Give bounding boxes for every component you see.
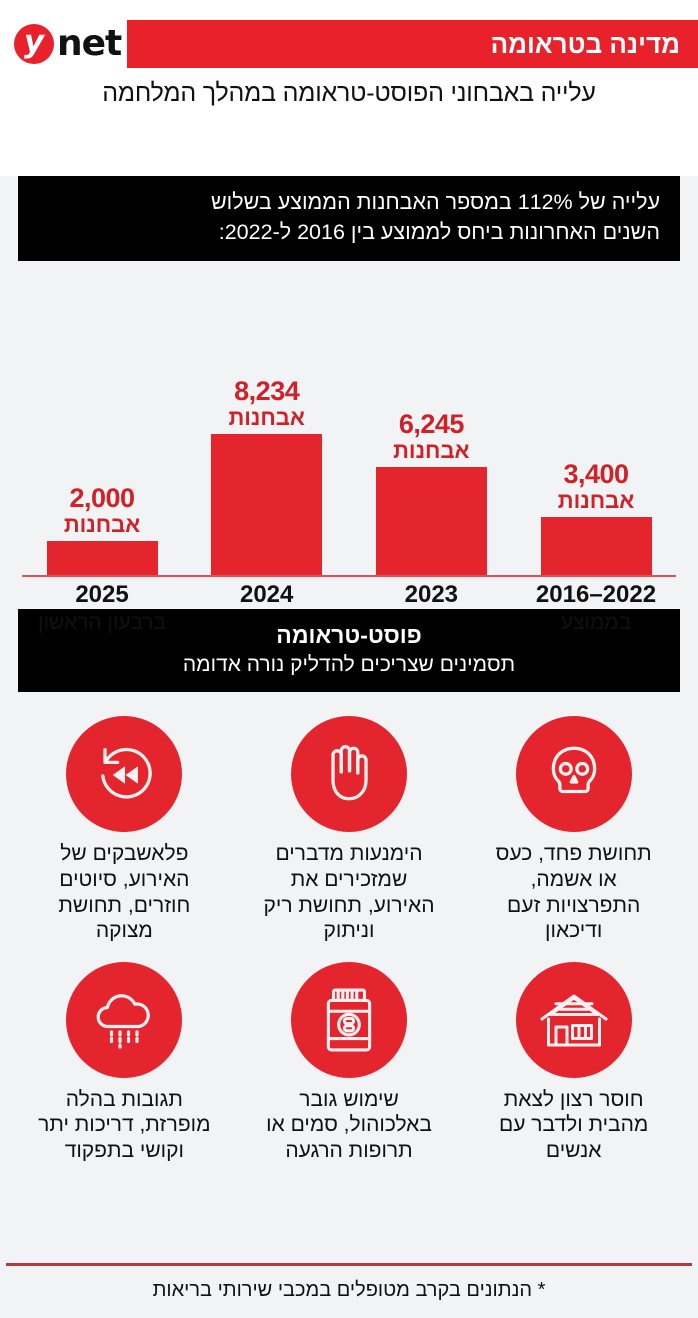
header-subheadline: עלייה באבחוני הפוסט-טראומה במהלך המלחמה: [102, 79, 596, 107]
header-kicker: מדינה בטראומה: [127, 20, 698, 68]
bar-column-1: 6,245 אבחנות: [355, 275, 507, 576]
x-label-year-1: 2023: [404, 581, 459, 609]
rewind-loop-icon: [91, 741, 157, 807]
x-label-year-2: 2024: [239, 581, 294, 609]
bar-value-2: 8,234: [234, 376, 300, 407]
symptom-cell-4: שימוש גובר באלכוהול, סמים או תרופות הרגע…: [237, 961, 462, 1164]
bar-3: [46, 541, 158, 576]
pill-bottle-icon: [320, 987, 378, 1053]
bar-value-label-1: 6,245 אבחנות: [393, 411, 469, 462]
chart-baseline-axis: [22, 575, 676, 578]
x-label-3: 2025 ברבעון הראשון: [26, 581, 178, 635]
bar-1: [375, 467, 487, 576]
bar-column-0: 3,400 אבחנות: [520, 275, 672, 576]
hand-stop-icon: [318, 741, 380, 807]
bar-0: [540, 517, 652, 576]
ynet-logo-wordmark: net: [57, 23, 122, 64]
chart-title-line-1: עלייה של 112% במספר האבחנות הממוצע בשלוש: [210, 190, 660, 214]
bar-column-2: 8,234 אבחנות: [191, 275, 343, 576]
x-label-sub-3: ברבעון הראשון: [38, 610, 166, 634]
bar-unit-1: אבחנות: [393, 438, 470, 464]
brand-row: y net מדינה בטראומה: [0, 20, 698, 68]
x-label-2: 2024: [191, 581, 343, 635]
chart-x-axis-labels: 2016–2022 בממוצע 2023 2024 2025 ברבעון ה…: [18, 581, 680, 635]
footer-divider: [6, 1263, 692, 1266]
symptom-icon-circle-1: [291, 716, 408, 833]
symptom-cell-0: תחושת פחד, כעס או אשמה, התפרצויות זעם וד…: [461, 716, 686, 943]
symptoms-header-title: פוסט-טראומה: [276, 622, 422, 649]
page-footer: * הנתונים בקרב מטופלים במכבי שירותי בריא…: [0, 1263, 698, 1318]
chart-bars: 3,400 אבחנות 6,245 אבחנות 8,234 אבחנ: [18, 275, 680, 576]
bar-unit-0: אבחנות: [557, 488, 635, 514]
x-label-year-0: 2016–2022: [535, 581, 657, 609]
bar-value-1: 6,245: [398, 409, 465, 440]
symptoms-header-bar: פוסט-טראומה תסמינים שצריכים להדליק נורה …: [18, 609, 680, 693]
symptoms-header-subtitle: תסמינים שצריכים להדליק נורה אדומה: [182, 653, 516, 677]
diagnoses-bar-chart: 3,400 אבחנות 6,245 אבחנות 8,234 אבחנ: [18, 275, 680, 634]
bar-value-label-3: 2,000 אבחנות: [64, 485, 140, 536]
bar-unit-3: אבחנות: [63, 512, 141, 538]
house-icon: [539, 989, 609, 1051]
chart-plot-area: 3,400 אבחנות 6,245 אבחנות 8,234 אבחנ: [18, 275, 680, 577]
chart-title-bar: עלייה של 112% במספר האבחנות הממוצע בשלוש…: [18, 176, 680, 262]
symptom-icon-circle-2: [66, 716, 183, 833]
bar-value-3: 2,000: [69, 483, 136, 514]
footer-note: * הנתונים בקרב מטופלים במכבי שירותי בריא…: [152, 1279, 546, 1301]
symptom-cell-5: תגובות בהלה מופרזת, דריכות יתר וקושי בתפ…: [12, 961, 237, 1164]
symptom-icon-circle-0: [515, 716, 632, 833]
ynet-logo-y-mark: y: [14, 24, 54, 64]
bar-value-label-2: 8,234 אבחנות: [228, 378, 304, 429]
symptom-text-0: תחושת פחד, כעס או אשמה, התפרצויות זעם וד…: [495, 842, 652, 943]
skull-icon: [541, 741, 607, 807]
rain-cloud-icon: [89, 988, 159, 1052]
chart-title-line-2: השנים האחרונות ביחס לממוצע בין 2016 ל-20…: [218, 219, 660, 244]
x-label-1: 2023: [355, 581, 507, 635]
bar-value-label-0: 3,400 אבחנות: [558, 461, 634, 512]
symptom-cell-2: פלאשבקים של האירוע, סיוטים חוזרים, תחושת…: [12, 716, 237, 943]
symptom-cell-1: הימנעות מדברים שמזכירים את האירוע, תחושת…: [237, 716, 462, 943]
symptom-text-5: תגובות בהלה מופרזת, דריכות יתר וקושי בתפ…: [38, 1087, 211, 1163]
x-label-year-3: 2025: [75, 581, 129, 609]
bar-unit-2: אבחנות: [228, 405, 305, 431]
symptom-text-1: הימנעות מדברים שמזכירים את האירוע, תחושת…: [263, 842, 435, 943]
bar-2: [211, 434, 323, 576]
symptoms-grid: תחושת פחד, כעס או אשמה, התפרצויות זעם וד…: [12, 716, 686, 1163]
bar-value-0: 3,400: [563, 459, 629, 490]
x-label-sub-0: בממוצע: [560, 610, 632, 634]
symptom-text-4: שימוש גובר באלכוהול, סמים או תרופות הרגע…: [266, 1087, 432, 1163]
infographic-body: עלייה של 112% במספר האבחנות הממוצע בשלוש…: [0, 176, 698, 1318]
ynet-logo[interactable]: y net: [0, 20, 128, 68]
bar-column-3: 2,000 אבחנות: [26, 275, 178, 576]
x-label-0: 2016–2022 בממוצע: [520, 581, 672, 635]
page-header: y net מדינה בטראומה עלייה באבחוני הפוסט-…: [0, 20, 698, 158]
symptom-text-2: פלאשבקים של האירוע, סיוטים חוזרים, תחושת…: [58, 842, 191, 943]
symptom-icon-circle-4: [291, 961, 408, 1078]
symptom-icon-circle-5: [66, 961, 183, 1078]
symptom-cell-3: חוסר רצון לצאת מהבית ולדבר עם אנשים: [461, 961, 686, 1164]
symptom-text-3: חוסר רצון לצאת מהבית ולדבר עם אנשים: [498, 1087, 649, 1163]
symptom-icon-circle-3: [515, 961, 632, 1078]
